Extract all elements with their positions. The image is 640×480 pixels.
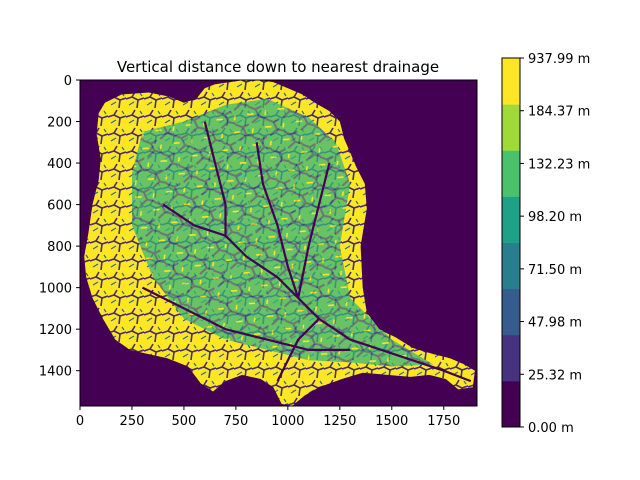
y-tick-label: 1000 [39, 282, 72, 297]
x-tick-label: 250 [120, 414, 145, 429]
basin-interior-mid [132, 98, 434, 367]
chart-title: Vertical distance down to nearest draina… [117, 58, 439, 76]
colorbar-segment [502, 242, 520, 290]
colorbar-segment [502, 196, 520, 243]
colorbar-segment [502, 380, 520, 428]
x-tick-label: 1750 [427, 414, 460, 429]
y-axis: 0 200 400 600 800 1000 1200 1400 [39, 74, 80, 380]
x-tick-label: 750 [223, 414, 248, 429]
basin-texture [132, 98, 472, 383]
colorbar-tick-label: 937.99 m [528, 52, 590, 67]
colorbar-tick-label: 0.00 m [528, 421, 574, 436]
x-tick-label: 500 [172, 414, 197, 429]
y-tick-label: 400 [47, 157, 72, 172]
colorbar-segment [502, 288, 520, 336]
colorbar-tick-label: 25.32 m [528, 368, 582, 383]
colorbar-tick-label: 184.37 m [528, 105, 590, 120]
colorbar-segment [502, 104, 520, 151]
x-tick-label: 1500 [375, 414, 408, 429]
drainage-channel [162, 203, 226, 237]
drainage-channel [255, 142, 300, 299]
colorbar-tick-label: 98.20 m [528, 210, 582, 225]
y-tick-label: 1200 [39, 323, 72, 338]
drainage-channel [141, 286, 351, 351]
colorbar-tick-label: 71.50 m [528, 263, 582, 278]
x-tick-label: 1000 [271, 414, 304, 429]
colorbar-frame [501, 57, 521, 428]
y-tick-label: 600 [47, 199, 72, 214]
colorbar-tick-label: 132.23 m [528, 157, 590, 172]
x-axis: 0 250 500 750 1000 1250 1500 1750 [76, 406, 460, 429]
drainage-channel [276, 318, 320, 382]
drainage-network [141, 121, 472, 383]
y-tick-label: 1400 [39, 365, 72, 380]
x-tick-label: 0 [76, 414, 84, 429]
y-tick-label: 0 [64, 74, 72, 89]
colorbar-tick-label: 47.98 m [528, 316, 582, 331]
y-tick-label: 800 [47, 240, 72, 255]
colorbar: 0.00 m 25.32 m 47.98 m 71.50 m 98.20 m 132.23… [501, 52, 590, 436]
colorbar-segment [502, 334, 520, 382]
plot-frame [79, 79, 478, 407]
x-tick-label: 1250 [323, 414, 356, 429]
drainage-channel [203, 121, 227, 236]
y-tick-label: 200 [47, 116, 72, 131]
colorbar-segment [502, 150, 520, 197]
colorbar-segment [502, 58, 520, 105]
drainage-channel [297, 162, 331, 299]
drainage-channel [224, 234, 472, 383]
plot-area [79, 79, 478, 407]
